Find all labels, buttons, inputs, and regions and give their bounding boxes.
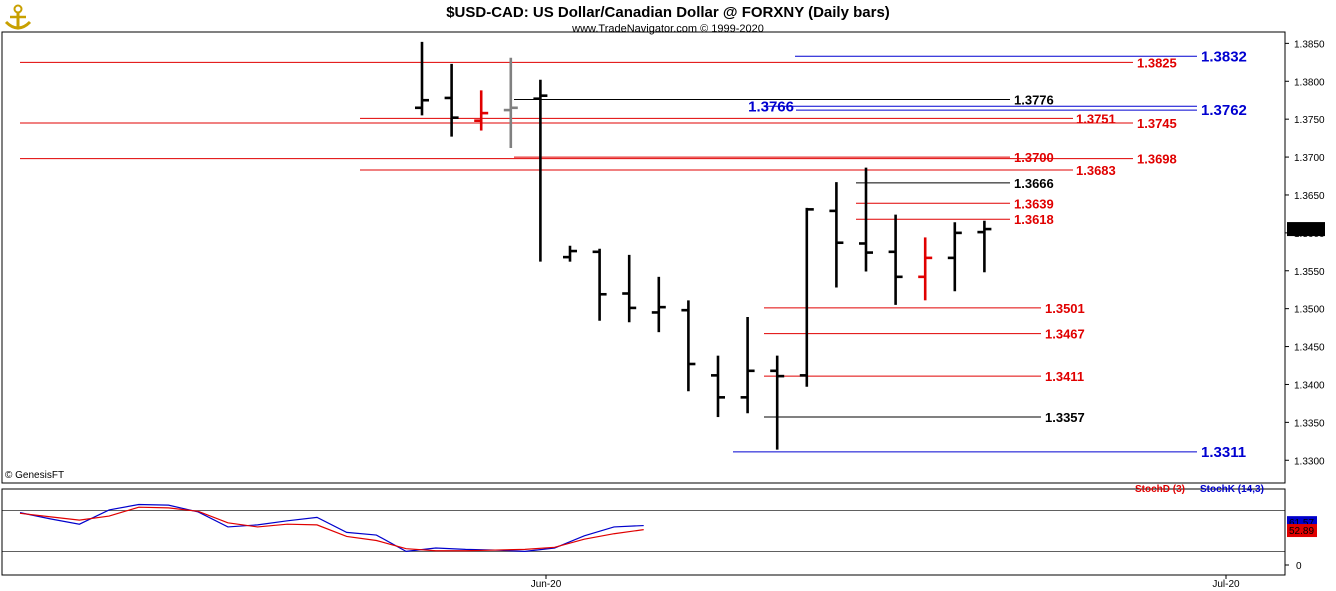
stochd-value-label: 52.89 xyxy=(1289,526,1314,537)
level-label-1.3467: 1.3467 xyxy=(1045,327,1085,342)
ohlc-bar xyxy=(533,79,548,262)
stoch-line-d xyxy=(19,506,644,552)
stochd-value-tag xyxy=(1287,524,1317,538)
ohlc-bar xyxy=(770,355,785,450)
chart-title: $USD-CAD: US Dollar/Canadian Dollar @ FO… xyxy=(446,4,890,21)
stoch-panel-frame xyxy=(1,488,1286,576)
legend-stochk: StochK (14,3) xyxy=(1200,484,1264,495)
level-label-1.3762: 1.3762 xyxy=(1201,102,1247,119)
ohlc-bar xyxy=(444,63,459,137)
level-lines: 1.3832 1.3825 1.3776 1.3766 1.3762 1.3751 1.37… xyxy=(20,48,1247,461)
ohlc-bar xyxy=(681,300,696,392)
level-label-1.3501: 1.3501 xyxy=(1045,301,1085,316)
ohlc-bar xyxy=(415,41,429,116)
level-label-1.3825: 1.3825 xyxy=(1137,55,1177,70)
ohlc-bar xyxy=(977,220,992,273)
level-label-1.3411: 1.3411 xyxy=(1045,369,1084,384)
price-panel-frame xyxy=(1,31,1286,484)
y-tick-label: 1.3650 xyxy=(1294,191,1325,202)
level-label-1.3357: 1.3357 xyxy=(1045,410,1085,425)
level-label-1.3311: 1.3311 xyxy=(1201,444,1246,461)
last-price-tag xyxy=(1287,222,1325,237)
y-tick-label: 1.3450 xyxy=(1294,343,1325,354)
level-label-1.3751: 1.3751 xyxy=(1076,111,1116,126)
ohlc-bar xyxy=(799,207,814,387)
y-tick-label: 1.3800 xyxy=(1294,77,1325,88)
y-tick-label: 1.3550 xyxy=(1294,267,1325,278)
ohlc-bar xyxy=(711,355,725,418)
copyright-label: © GenesisFT xyxy=(5,470,64,481)
legend-stochd: StochD (3) xyxy=(1135,484,1185,495)
last-price-label: 1.3605 xyxy=(1290,225,1321,236)
y-tick-label: 1.3350 xyxy=(1294,418,1325,429)
ohlc-bar xyxy=(563,245,577,262)
level-label-1.3698: 1.3698 xyxy=(1137,152,1177,167)
x-tick-label: Jul-20 xyxy=(1212,579,1240,590)
y-tick-label: 1.3400 xyxy=(1294,380,1325,391)
y-tick-label: 1.3300 xyxy=(1294,456,1325,467)
gold-anchor-icon xyxy=(4,4,32,30)
level-label-1.3618: 1.3618 xyxy=(1014,212,1054,227)
ohlc-bar xyxy=(592,248,607,321)
price-y-axis: 1.38501.38001.37501.37001.36501.36001.35… xyxy=(1285,39,1325,467)
level-label-1.3639: 1.3639 xyxy=(1014,196,1054,211)
y-tick-label: 1.3850 xyxy=(1294,39,1325,50)
y-tick-label: 1.3700 xyxy=(1294,153,1325,164)
ohlc-bar xyxy=(859,167,873,272)
level-label-1.3766: 1.3766 xyxy=(748,98,794,115)
x-tick-label: Jun-20 xyxy=(531,579,562,590)
level-label-1.3745: 1.3745 xyxy=(1137,116,1177,131)
ohlc-bar xyxy=(947,222,962,292)
level-label-1.3666: 1.3666 xyxy=(1014,176,1054,191)
stochk-value-label: 61.57 xyxy=(1289,518,1314,529)
level-label-1.3776: 1.3776 xyxy=(1014,92,1054,107)
ohlc-bar xyxy=(888,214,903,305)
level-label-1.3832: 1.3832 xyxy=(1201,48,1247,65)
ohlc-bars xyxy=(415,41,992,450)
stoch-line-k xyxy=(19,503,644,553)
ohlc-bar xyxy=(829,182,844,288)
y-tick-label: 1.3750 xyxy=(1294,115,1325,126)
level-label-1.3683: 1.3683 xyxy=(1076,163,1116,178)
ohlc-bar xyxy=(918,237,933,301)
ohlc-bar xyxy=(740,317,755,414)
level-label-1.3700: 1.3700 xyxy=(1014,150,1054,165)
ohlc-bar xyxy=(622,254,637,323)
stoch-y-tick-label: 0 xyxy=(1296,561,1302,572)
ohlc-bar xyxy=(651,276,666,333)
chart-subtitle: www.TradeNavigator.com © 1999-2020 xyxy=(571,23,764,35)
y-tick-label: 1.3500 xyxy=(1294,305,1325,316)
ohlc-bar xyxy=(474,90,489,131)
ohlc-bar xyxy=(503,57,518,148)
date-x-axis: Jun-20 Jul-20 xyxy=(531,575,1240,590)
